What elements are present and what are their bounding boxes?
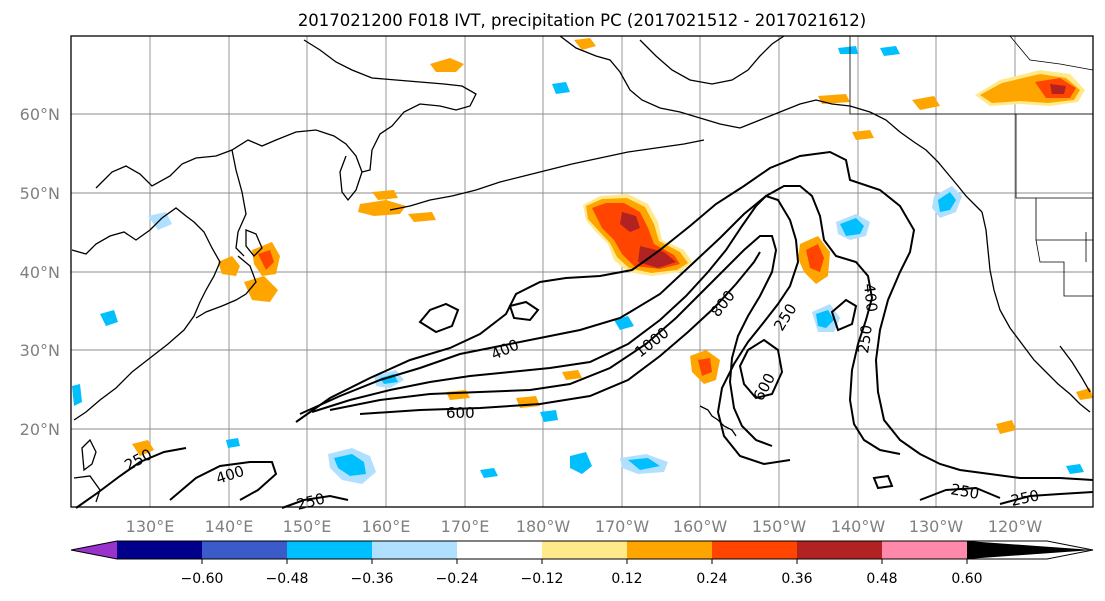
colorbar-tick-label: 0.36 (781, 571, 812, 587)
latitude-labels: 60°N 50°N 40°N 30°N 20°N (20, 105, 60, 439)
contour-label: 250 (1009, 486, 1041, 510)
lon-label: 130°W (909, 517, 964, 536)
colorbar-swatch (627, 541, 712, 559)
colorbar-swatch (542, 541, 627, 559)
lon-label: 130°E (126, 517, 175, 536)
contour-label: 600 (446, 404, 475, 422)
lat-label: 20°N (20, 420, 60, 439)
colorbar-swatch (287, 541, 372, 559)
political-borders (849, 35, 1094, 297)
colorbar-swatch (797, 541, 882, 559)
ivt-contours (75, 150, 1094, 509)
colorbar-tick-label: 0.60 (951, 571, 982, 587)
colorbar-swatch (117, 541, 202, 559)
colorbar-swatch (882, 541, 967, 559)
map-panel (71, 36, 1093, 507)
colorbar-tick-label: 0.24 (696, 571, 727, 587)
lat-label: 40°N (20, 263, 60, 282)
colorbar-ticks (201, 559, 968, 564)
map-frame (70, 35, 1094, 508)
lat-label: 30°N (20, 341, 60, 360)
coastlines (71, 35, 1091, 503)
longitude-labels: 130°E 140°E 150°E 160°E 170°E 180°W 170°… (126, 517, 1043, 536)
lon-label: 140°W (831, 517, 886, 536)
lon-label: 160°W (673, 517, 728, 536)
contour-label: 400 (860, 283, 881, 313)
lat-label: 60°N (20, 105, 60, 124)
colorbar-swatch (712, 541, 797, 559)
contour-label: 250 (949, 480, 980, 503)
colorbar-tick-label: −0.60 (181, 571, 224, 587)
lon-label: 150°E (283, 517, 332, 536)
colorbar-outline (70, 540, 1094, 560)
colorbar-extend-high (967, 541, 1093, 559)
colorbar-extend-low (71, 541, 117, 559)
colorbar-tick-label: −0.24 (436, 571, 479, 587)
lon-label: 170°W (595, 517, 650, 536)
colorbar-swatch (457, 541, 542, 559)
colorbar-tick-label: 0.48 (866, 571, 897, 587)
colorbar-tick-label: −0.36 (351, 571, 394, 587)
colorbar-tick-label: −0.48 (266, 571, 309, 587)
lon-label: 180°W (516, 517, 571, 536)
colorbar-tick-label: −0.12 (521, 571, 564, 587)
contour-label: 250 (854, 324, 876, 355)
lon-label: 140°E (205, 517, 254, 536)
graticule (71, 36, 1093, 507)
map-title: 2017021200 F018 IVT, precipitation PC (2… (298, 11, 866, 30)
colorbar-swatch (372, 541, 457, 559)
lon-label: 160°E (362, 517, 411, 536)
colorbar-tick-label: 0.12 (611, 571, 642, 587)
lon-label: 150°W (752, 517, 807, 536)
lat-label: 50°N (20, 184, 60, 203)
colorbar: −0.60 −0.48 −0.36 −0.24 −0.12 0.12 0.24 … (70, 540, 1094, 587)
colorbar-swatch (202, 541, 287, 559)
lon-label: 120°W (988, 517, 1043, 536)
lon-label: 170°E (441, 517, 490, 536)
